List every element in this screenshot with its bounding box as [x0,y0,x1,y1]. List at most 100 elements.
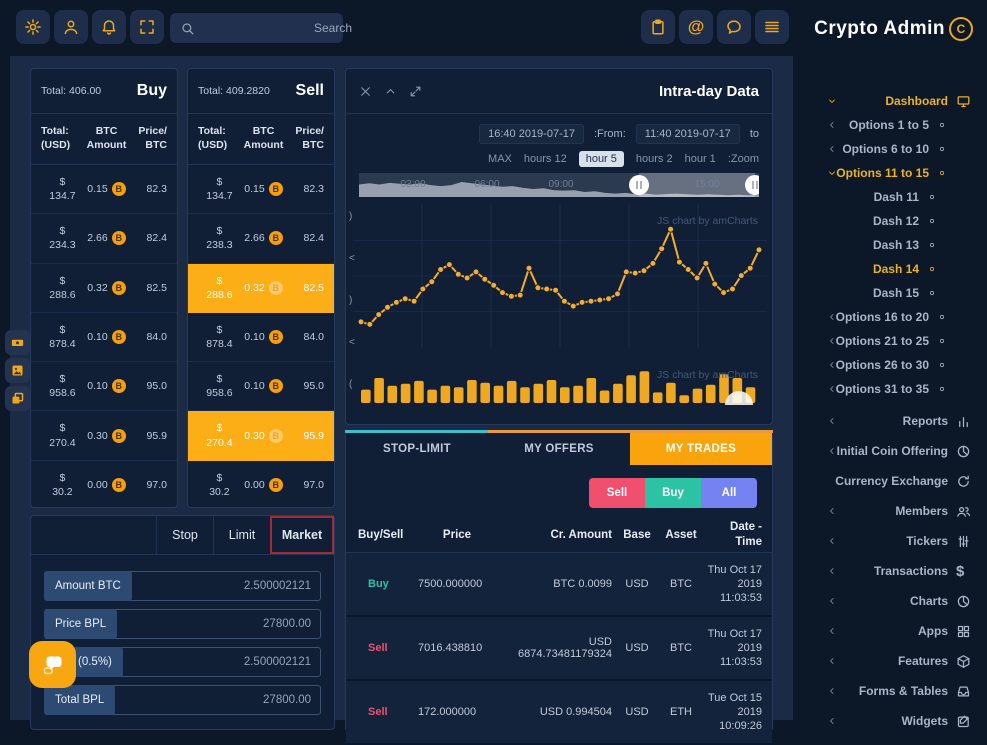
sidebar-item-transactions[interactable]: Transactions $ [793,556,987,586]
buy-price: 95.0 [146,380,167,393]
zoom-option-hours-12[interactable]: hours 12 [523,153,567,165]
sidebar-item-features[interactable]: Features [793,646,987,676]
buy-usd-total: $288.6 [49,274,76,301]
sidebar-item-widgets[interactable]: Widgets [793,706,987,736]
sell-order-row[interactable]: $134.7 0.15 B 82.3 [188,165,334,215]
trades-col-header: Cr. Amount [550,529,612,541]
buy-btc-amount: 0.10 B [84,329,129,344]
settings-button[interactable] [16,10,50,44]
sell-order-row[interactable]: $288.6 0.32 B 82.5 [188,263,334,313]
buy-order-row[interactable]: $234.3 2.66 B 82.4 [31,214,177,264]
sidebar-item-options-26-to-30[interactable]: Options 26 to 30 [793,353,987,377]
from-date-input[interactable]: 16:40 2019-07-17 [479,124,584,144]
profile-button[interactable] [54,10,88,44]
buy-order-row[interactable]: $30.2 0.00 B 97.0 [31,461,177,509]
sidebar-item-initial-coin-offering[interactable]: Initial Coin Offering [793,436,987,466]
mentions-button[interactable]: @ [679,10,713,44]
order-tab-stop[interactable]: Stop [156,516,213,554]
form-field-total-bpl: Total BPL [44,685,321,715]
sell-order-row[interactable]: $958.6 0.10 B 95.0 [188,362,334,412]
edge-banknote-button[interactable] [5,330,30,355]
sidebar-item-members[interactable]: Members [793,496,987,526]
tab-my-offers[interactable]: MY OFFERS [524,442,594,455]
sidebar-item-apps[interactable]: Apps [793,616,987,646]
filter-buy-button[interactable]: Buy [645,478,701,508]
sell-order-row[interactable]: $238.3 2.66 B 82.4 [188,214,334,264]
buy-order-row[interactable]: $270.4 0.30 B 95.9 [31,411,177,461]
sidebar-item-dash-11[interactable]: Dash 11 [793,185,987,209]
close-icon[interactable] [359,85,372,98]
zoom-option-hours-2[interactable]: hours 2 [635,153,673,165]
sidebar-item-forms-tables[interactable]: Forms & Tables [793,676,987,706]
sell-order-row[interactable]: $878.4 0.10 B 84.0 [188,313,334,363]
sell-rows: $134.7 0.15 B 82.3 $238.3 2.66 B 82.4 $288.6 0.32… [188,165,334,509]
buy-order-row[interactable]: $134.7 0.15 B 82.3 [31,165,177,215]
trade-row[interactable]: Buy 7500.000000 BTC 0.0099 USD BTC Thu Oct 17… [346,553,772,617]
sell-price: 82.4 [303,232,324,245]
order-tab-limit[interactable]: Limit [213,516,270,554]
tab-my-trades[interactable]: MY TRADES [630,432,772,465]
sidebar-item-options-11-to-15[interactable]: Options 11 to 15 [793,161,987,185]
sell-amount-value: 0.32 [244,281,265,294]
sidebar-item-dash-13[interactable]: Dash 13 [793,233,987,257]
collapse-icon[interactable] [384,85,397,98]
sidebar-item-label: Options 6 to 10 [842,142,929,156]
sidebar-item-options-6-to-10[interactable]: Options 6 to 10 [793,137,987,161]
axis-label-fragment: < [349,337,355,348]
sell-order-row[interactable]: $30.2 0.00 B 97.0 [188,461,334,509]
search-box[interactable] [170,13,354,43]
tab-stop-limit[interactable]: STOP-LIMIT [383,442,451,455]
notifications-button[interactable] [92,10,126,44]
zoom-option-max[interactable]: MAX [488,153,512,165]
sidebar-item-dash-12[interactable]: Dash 12 [793,209,987,233]
trade-asset: ETH [670,706,692,718]
edge-image-button[interactable] [5,358,30,383]
zoom-option-hour-1[interactable]: hour 1 [684,153,716,165]
sidebar-item-options-16-to-20[interactable]: Options 16 to 20 [793,305,987,329]
expand-icon[interactable] [409,85,422,98]
sidebar-item-options-31-to-35[interactable]: Options 31 to 35 [793,377,987,401]
zoom-option-hour-5[interactable]: hour 5 [578,151,624,167]
messages-button[interactable] [717,10,751,44]
circle-icon [927,216,937,226]
sidebar-item-currency-exchange[interactable]: Currency Exchange [793,466,987,496]
buy-order-row[interactable]: $878.4 0.10 B 84.0 [31,313,177,363]
trade-row[interactable]: Sell 172.000000 USD 0.994504 USD ETH Tue Oct … [346,681,772,745]
sidebar-item-label: Options 11 to 15 [836,166,929,180]
buy-column-headers: Total: (USD) BTC Amount Price/BTC [31,114,177,165]
sidebar-item-charts[interactable]: Charts [793,586,987,616]
sell-btc-amount: 0.32 B [241,280,286,295]
price-line-chart[interactable] [353,205,767,347]
buy-order-row[interactable]: $958.6 0.10 B 95.0 [31,362,177,412]
volume-bar-chart[interactable] [353,351,767,405]
trade-price: 7500.000000 [418,578,483,590]
sidebar-item-dash-15[interactable]: Dash 15 [793,281,987,305]
order-tab-market[interactable]: Market [270,516,334,554]
menu-button[interactable] [755,10,789,44]
buy-price: 82.4 [146,232,167,245]
form-field-fee-0-5-: Fee (0.5%) [44,647,321,677]
filter-all-button[interactable]: All [701,478,757,508]
buy-order-row[interactable]: $288.6 0.32 B 82.5 [31,264,177,313]
sell-order-row[interactable]: $270.4 0.30 B 95.9 [188,411,334,461]
edge-copy-button[interactable] [5,386,30,411]
trade-row[interactable]: Sell 7016.438810 USD 6874.73481179324 USD BT… [346,617,772,681]
sidebar-item-reports[interactable]: Reports [793,406,987,436]
sidebar-item-options-21-to-25[interactable]: Options 21 to 25 [793,329,987,353]
to-date-input[interactable]: 11:40 2019-07-17 [635,124,740,144]
fullscreen-button[interactable] [130,10,164,44]
sidebar-item-tickers[interactable]: Tickers [793,526,987,556]
trade-cr-amount: USD 6874.73481179324 [517,636,612,660]
banknote-icon [10,335,25,350]
sidebar-item-dash-14[interactable]: Dash 14 [793,257,987,281]
chart-navigator[interactable] [359,173,759,197]
chevron-left-icon [827,686,837,696]
tasks-button[interactable] [641,10,675,44]
chat-fab-button[interactable] [29,641,76,688]
sidebar-item-dashboard[interactable]: Dashboard [793,89,987,113]
filter-sell-button[interactable]: Sell [589,478,645,508]
sidebar-item-options-1-to-5[interactable]: Options 1 to 5 [793,113,987,137]
circle-icon [937,168,947,178]
search-input[interactable] [195,20,354,36]
